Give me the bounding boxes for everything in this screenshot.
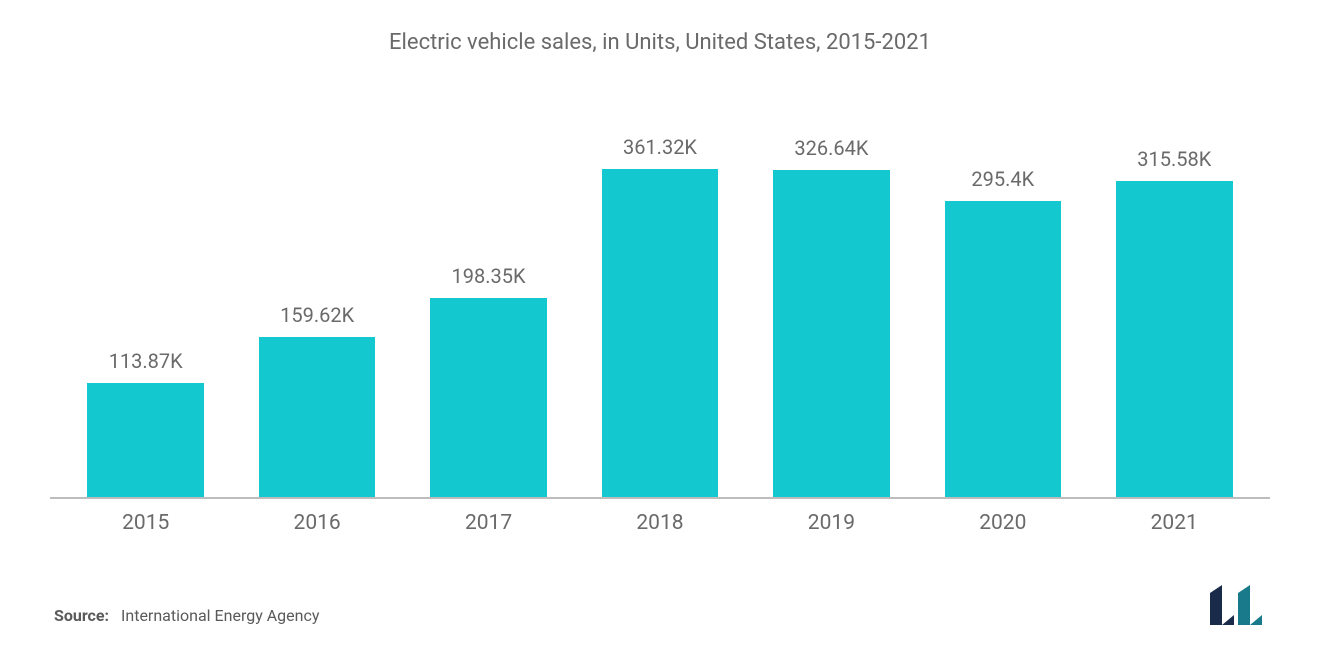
bar-value-label: 295.4K — [971, 167, 1034, 191]
x-tick: 2020 — [917, 511, 1088, 535]
bar-value-label: 159.62K — [280, 303, 354, 327]
x-tick: 2016 — [231, 511, 402, 535]
bar — [945, 201, 1062, 497]
bar — [259, 337, 376, 497]
bar — [773, 170, 890, 497]
chart-footer: Source: International Energy Agency — [50, 585, 1270, 625]
plot-area: 113.87K 159.62K 198.35K 361.32K 326.64K 295.4… — [50, 75, 1270, 499]
x-tick: 2018 — [574, 511, 745, 535]
chart-title: Electric vehicle sales, in Units, United… — [50, 30, 1270, 55]
chart-container: Electric vehicle sales, in Units, United… — [0, 0, 1320, 665]
bar-value-label: 113.87K — [109, 349, 183, 373]
source-text: International Energy Agency — [121, 606, 319, 625]
x-axis: 2015201620172018201920202021 — [50, 499, 1270, 535]
source-label: Source: — [54, 606, 109, 625]
bar — [87, 383, 204, 497]
x-tick: 2017 — [403, 511, 574, 535]
bar — [1116, 181, 1233, 497]
bar — [430, 298, 547, 497]
bar — [602, 169, 719, 497]
bar-slot: 361.32K — [574, 135, 745, 497]
x-tick: 2019 — [746, 511, 917, 535]
bar-value-label: 361.32K — [623, 135, 697, 159]
bar-slot: 113.87K — [60, 135, 231, 497]
bar-slot: 315.58K — [1089, 135, 1260, 497]
bar-value-label: 198.35K — [452, 264, 526, 288]
bar-value-label: 326.64K — [794, 136, 868, 160]
bar-slot: 159.62K — [231, 135, 402, 497]
x-tick: 2015 — [60, 511, 231, 535]
x-tick: 2021 — [1089, 511, 1260, 535]
bar-slot: 295.4K — [917, 135, 1088, 497]
source-line: Source: International Energy Agency — [54, 606, 319, 625]
brand-logo-icon — [1210, 585, 1266, 625]
bar-slot: 198.35K — [403, 135, 574, 497]
bar-value-label: 315.58K — [1137, 147, 1211, 171]
bar-slot: 326.64K — [746, 135, 917, 497]
